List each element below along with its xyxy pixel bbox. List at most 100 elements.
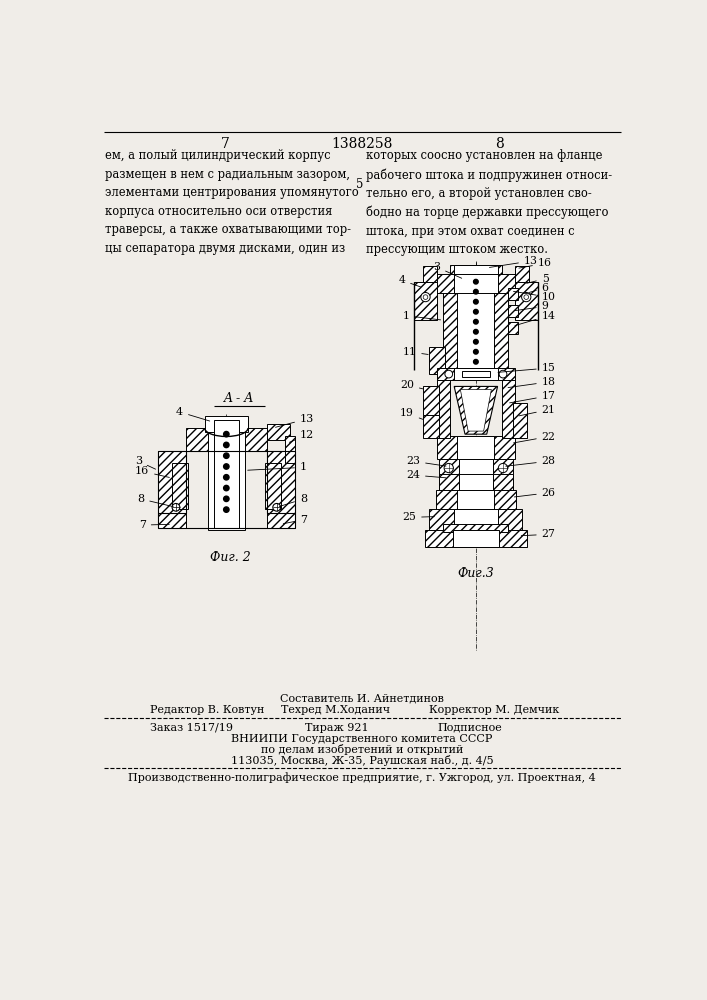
Bar [285, 436, 295, 463]
Bar [513, 403, 527, 438]
Text: 24: 24 [406, 470, 446, 480]
Text: 20: 20 [400, 380, 423, 390]
Text: 10: 10 [513, 291, 556, 302]
Text: 12: 12 [289, 430, 314, 442]
Circle shape [172, 503, 180, 511]
Bar [454, 509, 498, 530]
Text: 16: 16 [519, 258, 552, 268]
Bar [414, 282, 437, 320]
Bar [204, 416, 248, 432]
Text: Техред М.Ходанич: Техред М.Ходанич [281, 705, 390, 715]
Text: 7: 7 [284, 515, 307, 525]
Text: 4: 4 [398, 275, 421, 287]
Text: по делам изобретений и открытий: по делам изобретений и открытий [261, 744, 463, 755]
Bar [443, 524, 508, 532]
Polygon shape [454, 386, 498, 434]
Bar [450, 265, 502, 274]
Text: 5: 5 [356, 178, 363, 191]
Bar [454, 368, 498, 380]
Circle shape [223, 485, 229, 491]
Bar [438, 474, 513, 490]
Text: Редактор В. Ковтун: Редактор В. Ковтун [151, 705, 264, 715]
Text: 1: 1 [247, 462, 307, 472]
Circle shape [223, 453, 229, 458]
Text: 6: 6 [529, 283, 549, 293]
Bar [437, 368, 515, 380]
Bar [508, 288, 518, 300]
Text: 11: 11 [402, 347, 428, 357]
Text: Заказ 1517/19: Заказ 1517/19 [151, 723, 233, 733]
Bar [443, 274, 508, 370]
Bar [436, 274, 516, 293]
Text: Подписное: Подписное [437, 723, 502, 733]
Circle shape [445, 370, 452, 378]
Bar [186, 428, 267, 451]
Bar [438, 459, 513, 490]
Text: ем, а полый цилиндрический корпус
размещен в нем с радиальным зазором,
элементам: ем, а полый цилиндрический корпус размещ… [105, 149, 359, 255]
Text: 1388258: 1388258 [332, 137, 392, 151]
Circle shape [474, 289, 478, 294]
Circle shape [223, 475, 229, 480]
Text: Тираж 921: Тираж 921 [305, 723, 369, 733]
Text: 13: 13 [276, 414, 314, 427]
Circle shape [223, 431, 229, 437]
Circle shape [474, 309, 478, 314]
Circle shape [444, 463, 453, 473]
Bar [457, 490, 494, 509]
Text: 3: 3 [135, 456, 156, 469]
Text: 113035, Москва, Ж-35, Раушская наб., д. 4/5: 113035, Москва, Ж-35, Раушская наб., д. … [230, 755, 493, 766]
Bar [423, 386, 438, 415]
Bar [172, 463, 187, 509]
Bar [425, 530, 527, 547]
Bar [265, 463, 281, 509]
Circle shape [223, 464, 229, 469]
Bar [515, 282, 538, 320]
Bar [437, 436, 515, 459]
Circle shape [474, 279, 478, 284]
Text: 8: 8 [137, 494, 173, 507]
Circle shape [474, 349, 478, 354]
Circle shape [223, 442, 229, 448]
Circle shape [522, 292, 531, 302]
Text: ВНИИПИ Государственного комитета СССР: ВНИИПИ Государственного комитета СССР [231, 734, 493, 744]
Bar [158, 451, 186, 513]
Text: 5: 5 [527, 274, 549, 284]
Text: которых соосно установлен на фланце
рабочего штока и подпружинен относи-
тельно : которых соосно установлен на фланце рабо… [366, 149, 612, 256]
Text: 19: 19 [400, 408, 423, 419]
Circle shape [474, 359, 478, 364]
Bar [454, 274, 498, 293]
Text: 28: 28 [506, 456, 556, 466]
Text: A - A: A - A [224, 392, 255, 405]
Text: 1: 1 [402, 311, 440, 321]
Bar [436, 490, 516, 509]
Bar [459, 459, 493, 490]
Text: 21: 21 [519, 405, 556, 416]
Text: 8: 8 [279, 494, 307, 506]
Bar [462, 371, 490, 377]
Text: 17: 17 [510, 391, 556, 403]
Text: Составитель И. Айнетдинов: Составитель И. Айнетдинов [280, 694, 444, 704]
Text: Фиг. 2: Фиг. 2 [210, 551, 250, 564]
Text: 27: 27 [521, 529, 556, 539]
Text: 7: 7 [221, 137, 230, 151]
Text: 14: 14 [515, 311, 556, 326]
Circle shape [474, 319, 478, 324]
Bar [508, 322, 518, 334]
Bar [515, 266, 529, 282]
Bar [429, 509, 522, 530]
Text: 3: 3 [433, 262, 462, 278]
Text: 9: 9 [515, 301, 549, 311]
Text: Корректор М. Демчик: Корректор М. Демчик [429, 705, 560, 715]
Text: 16: 16 [135, 466, 170, 477]
Bar [423, 266, 437, 282]
Circle shape [498, 463, 508, 473]
Text: 8: 8 [495, 137, 503, 151]
Text: Производственно-полиграфическое предприятие, г. Ужгород, ул. Проектная, 4: Производственно-полиграфическое предприя… [128, 772, 596, 783]
Circle shape [423, 295, 428, 299]
Bar [457, 274, 494, 370]
Circle shape [474, 329, 478, 334]
Bar [267, 424, 290, 440]
Bar [158, 513, 186, 528]
Polygon shape [460, 389, 491, 431]
Text: 4: 4 [176, 407, 210, 421]
